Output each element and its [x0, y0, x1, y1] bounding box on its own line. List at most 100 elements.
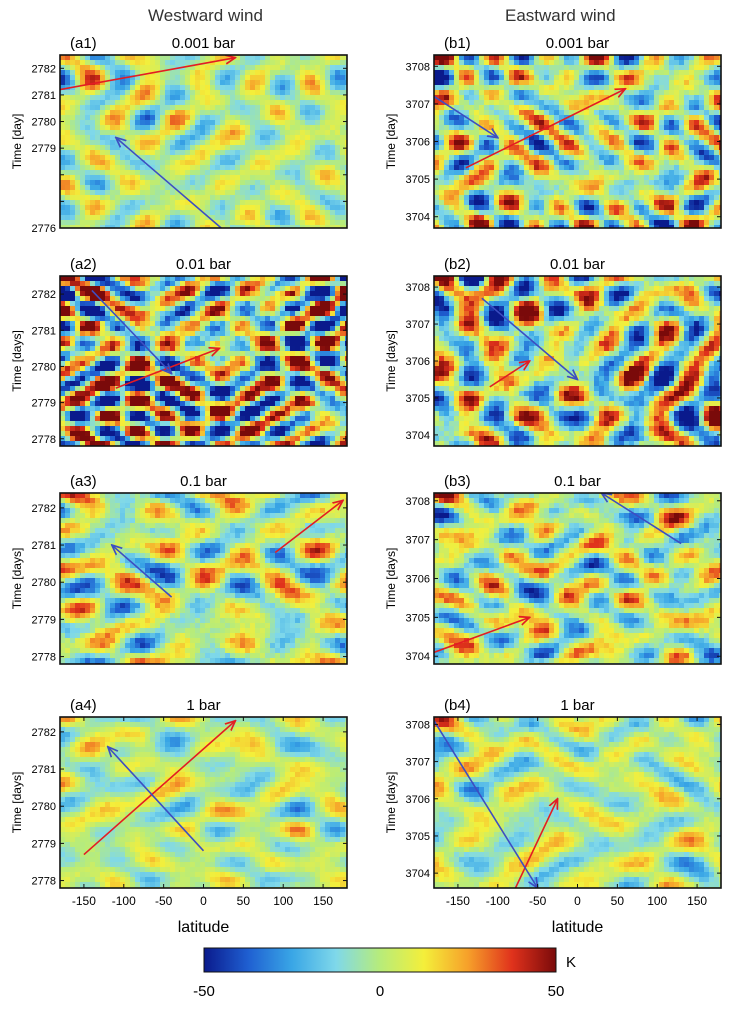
heatmap-cell — [584, 100, 590, 106]
heatmap-cell — [519, 120, 525, 126]
heatmap-cell — [325, 296, 331, 302]
heatmap-cell — [70, 336, 76, 342]
heatmap-cell — [694, 85, 700, 91]
heatmap-cell — [170, 336, 176, 342]
heatmap-cell — [285, 60, 291, 66]
heatmap-cell — [679, 145, 685, 151]
heatmap-cell — [509, 170, 515, 176]
heatmap-cell — [564, 85, 570, 91]
heatmap-cell — [694, 155, 700, 161]
heatmap-cell — [225, 311, 231, 317]
heatmap-cell — [559, 90, 565, 96]
heatmap-cell — [75, 215, 81, 221]
heatmap-cell — [190, 291, 196, 297]
heatmap-cell — [90, 70, 96, 76]
heatmap-cell — [225, 321, 231, 327]
heatmap-cell — [255, 170, 261, 176]
heatmap-cell — [634, 160, 640, 166]
heatmap-cell — [449, 120, 455, 126]
heatmap-cell — [285, 281, 291, 287]
heatmap-cell — [75, 165, 81, 171]
heatmap-cell — [679, 135, 685, 141]
heatmap-cell — [70, 281, 76, 287]
heatmap-cell — [539, 55, 545, 61]
heatmap-cell — [579, 60, 585, 66]
heatmap-cell — [200, 170, 206, 176]
heatmap-cell — [85, 115, 91, 121]
heatmap-cell — [285, 200, 291, 206]
heatmap-cell — [75, 336, 81, 342]
heatmap-cell — [115, 165, 121, 171]
heatmap-cell — [469, 105, 475, 111]
heatmap-cell — [564, 180, 570, 186]
heatmap-cell — [434, 55, 440, 61]
heatmap-cell — [265, 90, 271, 96]
heatmap-cell — [65, 170, 71, 176]
heatmap-cell — [644, 220, 650, 226]
heatmap-cell — [220, 125, 226, 131]
heatmap-cell — [185, 130, 191, 136]
heatmap-cell — [449, 165, 455, 171]
heatmap-cell — [340, 145, 346, 151]
heatmap-cell — [280, 100, 286, 106]
heatmap-cell — [544, 220, 550, 226]
heatmap-cell — [699, 85, 705, 91]
heatmap-cell — [569, 120, 575, 126]
heatmap-cell — [439, 220, 445, 226]
heatmap-cell — [125, 291, 131, 297]
heatmap-cell — [464, 200, 470, 206]
heatmap-cell — [489, 85, 495, 91]
heatmap-cell — [275, 210, 281, 216]
heatmap-cell — [275, 135, 281, 141]
heatmap-cell — [265, 160, 271, 166]
heatmap-cell — [140, 110, 146, 116]
heatmap-cell — [315, 301, 321, 307]
heatmap-cell — [190, 180, 196, 186]
heatmap-cell — [85, 120, 91, 126]
heatmap-cell — [674, 110, 680, 116]
heatmap-cell — [579, 130, 585, 136]
heatmap-cell — [504, 200, 510, 206]
heatmap-cell — [60, 90, 66, 96]
heatmap-cell — [300, 316, 306, 322]
heatmap-cell — [85, 55, 91, 61]
heatmap-cell — [325, 336, 331, 342]
heatmap-cell — [165, 150, 171, 156]
heatmap-cell — [280, 180, 286, 186]
heatmap-cell — [185, 301, 191, 307]
heatmap-cell — [185, 55, 191, 61]
heatmap-cell — [275, 195, 281, 201]
heatmap-cell — [639, 205, 645, 211]
heatmap-cell — [190, 321, 196, 327]
heatmap-cell — [275, 326, 281, 332]
heatmap-cell — [619, 170, 625, 176]
y-tick-label: 2781 — [32, 90, 56, 102]
heatmap-cell — [340, 316, 346, 322]
heatmap-cell — [115, 115, 121, 121]
heatmap-cell — [185, 296, 191, 302]
heatmap-cell — [689, 220, 695, 226]
heatmap-cell — [494, 130, 500, 136]
heatmap-cell — [265, 170, 271, 176]
heatmap-cell — [230, 321, 236, 327]
heatmap-cell — [130, 145, 136, 151]
heatmap-cell — [120, 120, 126, 126]
heatmap-cell — [90, 120, 96, 126]
heatmap-cell — [265, 125, 271, 131]
heatmap-cell — [624, 135, 630, 141]
heatmap-cell — [70, 276, 76, 282]
heatmap-cell — [559, 85, 565, 91]
heatmap-cell — [290, 155, 296, 161]
heatmap-cell — [290, 115, 296, 121]
heatmap-cell — [290, 321, 296, 327]
heatmap-cell — [310, 341, 316, 347]
heatmap-cell — [659, 225, 665, 228]
heatmap-cell — [335, 150, 341, 156]
heatmap-cell — [285, 65, 291, 71]
heatmap-cell — [564, 75, 570, 81]
heatmap-cell — [709, 215, 715, 221]
heatmap-cell — [135, 346, 141, 352]
heatmap-cell — [439, 80, 445, 86]
heatmap-cell — [290, 145, 296, 151]
heatmap-cell — [484, 95, 490, 101]
